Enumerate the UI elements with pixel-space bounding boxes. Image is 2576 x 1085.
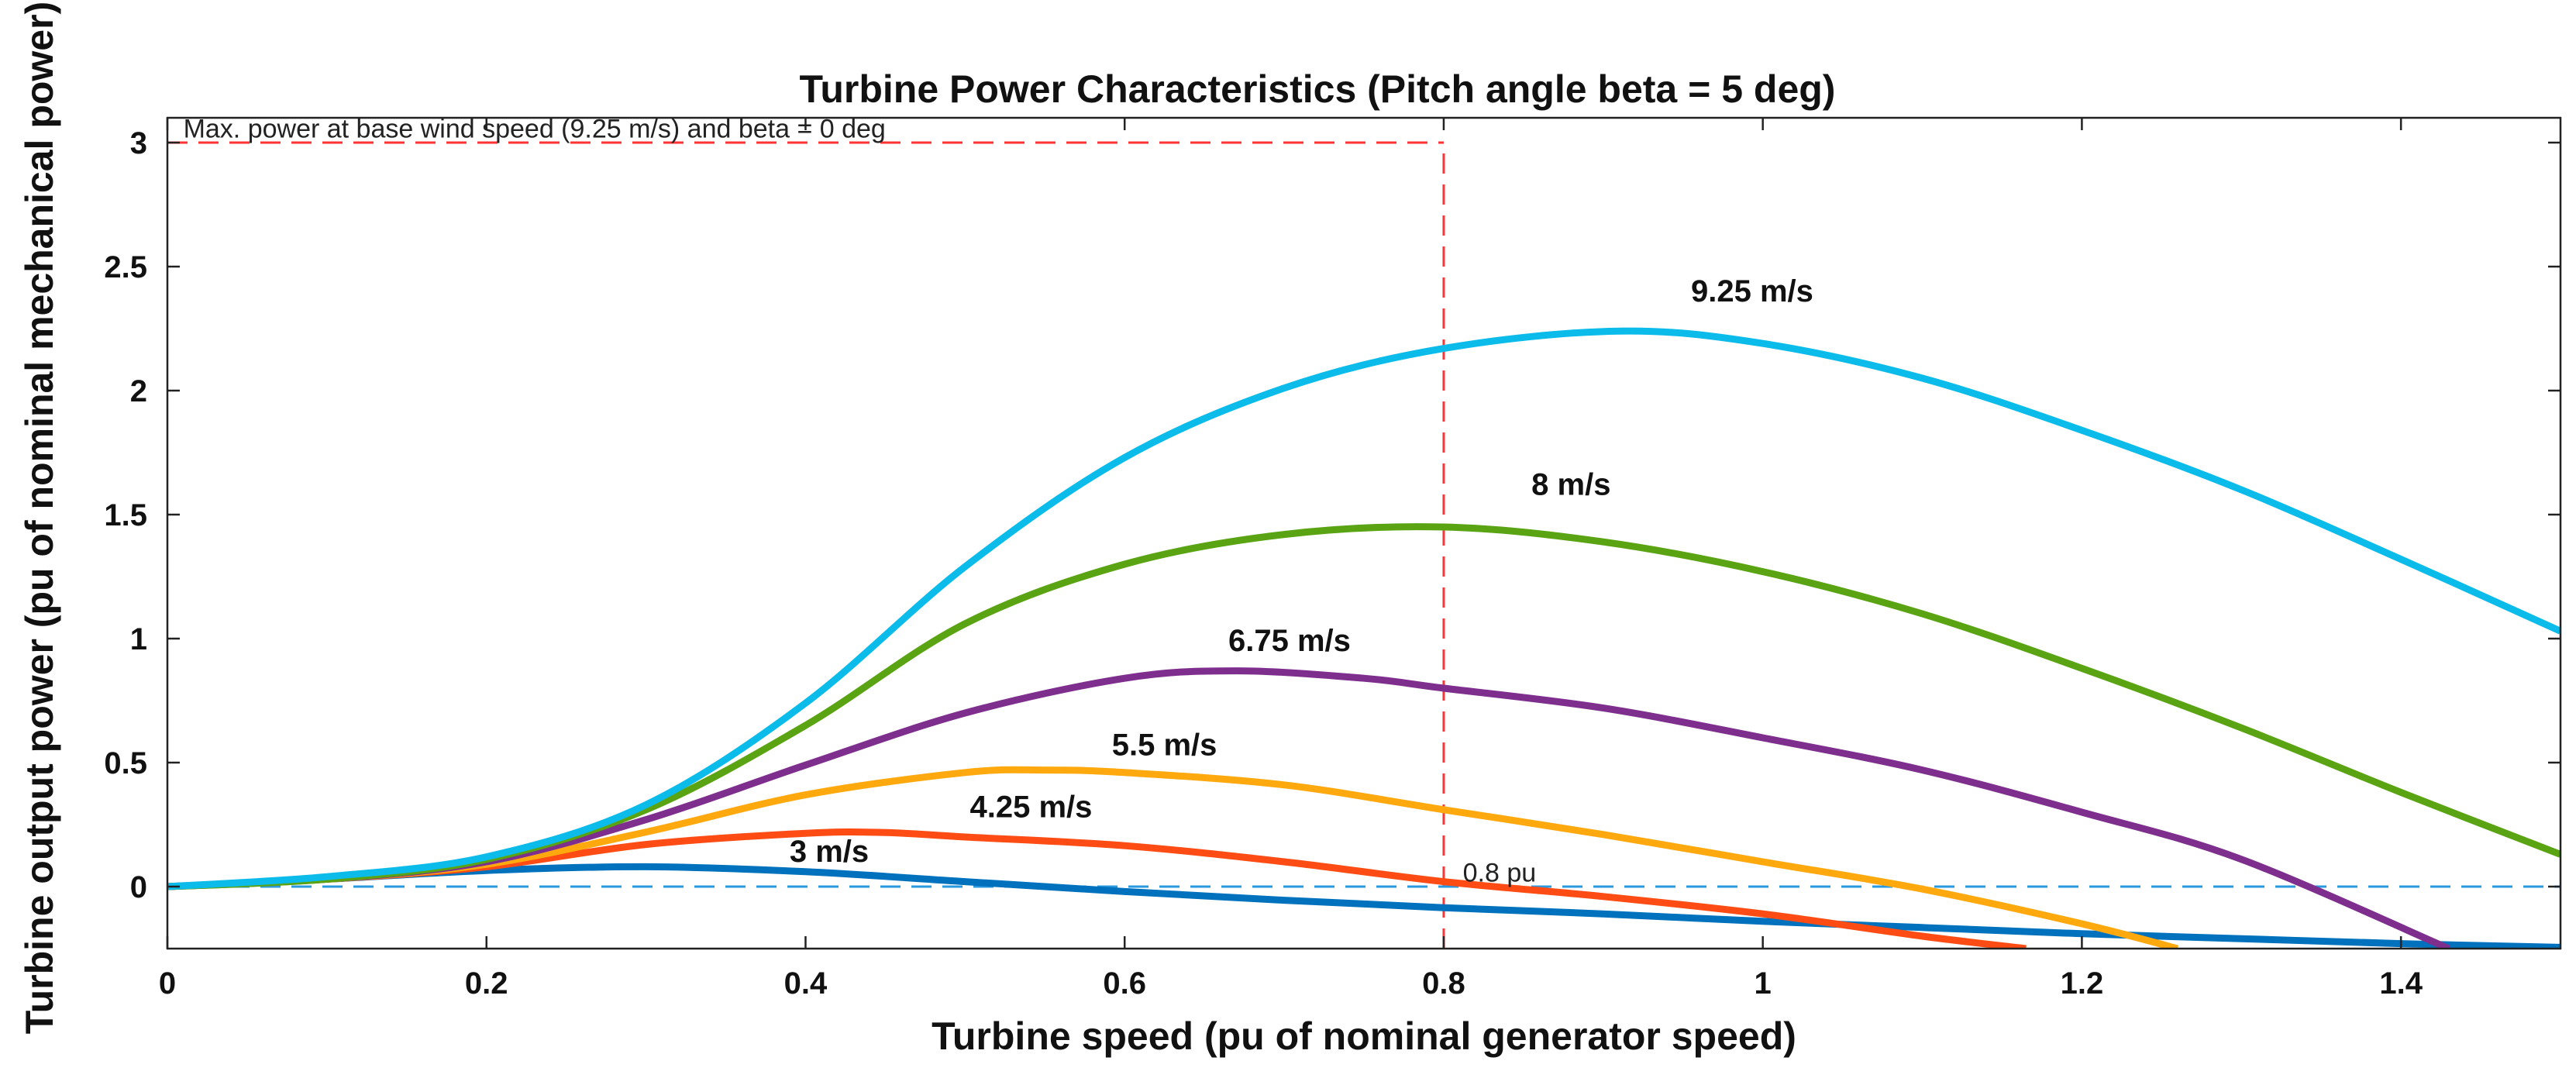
series-label-5-5-m-s: 5.5 m/s <box>1112 728 1217 762</box>
series-label-4-25-m-s: 4.25 m/s <box>970 790 1093 824</box>
x-tick-label: 1.2 <box>2061 966 2104 1001</box>
y-tick-label: 3 <box>130 126 147 160</box>
y-tick-label: 2 <box>130 374 147 408</box>
x-tick-label: 0.2 <box>465 966 508 1001</box>
y-axis-label: Turbine output power (pu of nominal mech… <box>18 2 61 1034</box>
x-tick-label: 0.8 <box>1422 966 1465 1001</box>
chart-title: Turbine Power Characteristics (Pitch ang… <box>800 67 1836 111</box>
y-tick-label: 2.5 <box>104 250 147 284</box>
x-tick-label: 0.4 <box>784 966 828 1001</box>
plot-area: 0 0.2 0.4 0.6 0.8 1 1.2 1.4 0 0.5 1 1.5 2 2.5 3 Max. po… <box>104 115 2562 1001</box>
max-power-annotation: Max. power at base wind speed (9.25 m/s)… <box>184 115 886 144</box>
series-label-9-25-m-s: 9.25 m/s <box>1691 274 1813 308</box>
series-label-3-m-s: 3 m/s <box>790 835 869 869</box>
x-tick-label: 1.4 <box>2379 966 2423 1001</box>
x-axis-label: Turbine speed (pu of nominal generator s… <box>932 1014 1796 1058</box>
y-tick-label: 0.5 <box>104 746 147 780</box>
speed-annotation: 0.8 pu <box>1463 859 1537 888</box>
series-label-6-75-m-s: 6.75 m/s <box>1228 624 1351 658</box>
series-line-3-m-s <box>167 863 2561 949</box>
x-tick-label: 0.6 <box>1103 966 1146 1001</box>
series-line-9-25-m-s <box>167 327 2561 890</box>
y-tick-label: 1 <box>130 622 147 656</box>
series-line-5-5-m-s <box>167 766 2179 949</box>
y-tick-label: 1.5 <box>104 498 147 532</box>
x-tick-label: 1 <box>1755 966 1772 1001</box>
series-line-6-75-m-s <box>167 667 2450 949</box>
y-tick-label: 0 <box>130 870 147 904</box>
x-tick-label: 0 <box>159 966 176 1001</box>
series-label-8-m-s: 8 m/s <box>1531 467 1610 501</box>
plot-frame <box>166 116 2562 950</box>
